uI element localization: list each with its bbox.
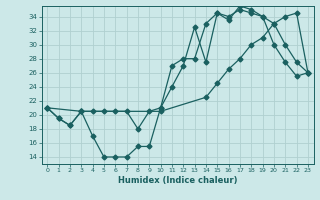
X-axis label: Humidex (Indice chaleur): Humidex (Indice chaleur) xyxy=(118,176,237,185)
